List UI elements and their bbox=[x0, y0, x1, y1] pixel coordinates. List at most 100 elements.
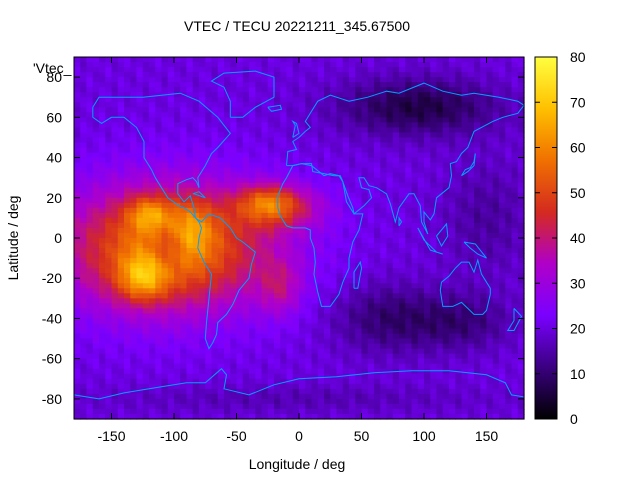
heatmap-cell bbox=[517, 368, 525, 375]
heatmap-cell bbox=[180, 117, 188, 123]
heatmap-cell bbox=[424, 177, 431, 184]
heatmap-cell bbox=[417, 328, 425, 335]
heatmap-cell bbox=[149, 107, 156, 113]
heatmap-cell bbox=[299, 57, 306, 63]
heatmap-cell bbox=[367, 57, 375, 63]
heatmap-cell bbox=[242, 127, 250, 134]
heatmap-cell bbox=[149, 82, 156, 88]
heatmap-cell bbox=[280, 127, 288, 134]
heatmap-cell bbox=[367, 207, 375, 214]
heatmap-cell bbox=[267, 238, 275, 244]
heatmap-cell bbox=[305, 318, 313, 325]
heatmap-cell bbox=[430, 72, 438, 78]
heatmap-cell bbox=[105, 167, 113, 174]
heatmap-cell bbox=[517, 333, 525, 340]
heatmap-cell bbox=[280, 348, 288, 355]
heatmap-cell bbox=[461, 152, 469, 159]
heatmap-cell bbox=[211, 363, 219, 370]
heatmap-cell bbox=[74, 348, 81, 355]
heatmap-cell bbox=[167, 172, 175, 179]
heatmap-cell bbox=[305, 232, 313, 239]
heatmap-cell bbox=[274, 253, 281, 259]
heatmap-cell bbox=[492, 238, 500, 244]
heatmap-cell bbox=[174, 383, 181, 390]
heatmap-cell bbox=[292, 137, 300, 144]
heatmap-cell bbox=[286, 278, 294, 284]
heatmap-cell bbox=[211, 333, 219, 340]
heatmap-cell bbox=[499, 328, 506, 335]
heatmap-cell bbox=[249, 202, 256, 209]
heatmap-cell bbox=[330, 217, 338, 224]
heatmap-cell bbox=[149, 293, 156, 299]
heatmap-cell bbox=[167, 82, 175, 88]
heatmap-cell bbox=[274, 323, 281, 330]
heatmap-cell bbox=[511, 77, 519, 83]
heatmap-cell bbox=[424, 77, 431, 83]
heatmap-cell bbox=[392, 222, 400, 229]
heatmap-cell bbox=[205, 222, 213, 229]
heatmap-cell bbox=[424, 162, 431, 169]
heatmap-cell bbox=[399, 303, 406, 309]
heatmap-cell bbox=[430, 177, 438, 184]
heatmap-cell bbox=[324, 152, 331, 159]
heatmap-cell bbox=[349, 172, 356, 179]
heatmap-cell bbox=[155, 298, 163, 304]
heatmap-cell bbox=[111, 403, 119, 410]
heatmap-cell bbox=[161, 57, 169, 63]
heatmap-cell bbox=[386, 338, 394, 345]
heatmap-cell bbox=[292, 238, 300, 244]
heatmap-cell bbox=[161, 207, 169, 214]
heatmap-cell bbox=[236, 117, 244, 123]
heatmap-cell bbox=[211, 338, 219, 345]
heatmap-cell bbox=[499, 102, 506, 108]
heatmap-cell bbox=[324, 82, 331, 88]
heatmap-cell bbox=[105, 197, 113, 204]
heatmap-cell bbox=[486, 253, 494, 259]
heatmap-cell bbox=[511, 378, 519, 385]
heatmap-cell bbox=[255, 232, 263, 239]
heatmap-cell bbox=[517, 278, 525, 284]
heatmap-cell bbox=[299, 127, 306, 134]
heatmap-cell bbox=[499, 343, 506, 350]
heatmap-cell bbox=[436, 77, 444, 83]
heatmap-cell bbox=[267, 333, 275, 340]
heatmap-cell bbox=[224, 172, 231, 179]
heatmap-cell bbox=[292, 57, 300, 63]
heatmap-cell bbox=[224, 393, 231, 400]
heatmap-cell bbox=[342, 67, 350, 73]
heatmap-cell bbox=[249, 207, 256, 214]
heatmap-cell bbox=[230, 358, 238, 365]
heatmap-cell bbox=[317, 112, 325, 118]
heatmap-cell bbox=[480, 268, 488, 274]
heatmap-cell bbox=[392, 363, 400, 370]
heatmap-cell bbox=[492, 323, 500, 330]
heatmap-cell bbox=[167, 232, 175, 239]
heatmap-cell bbox=[236, 388, 244, 395]
heatmap-cell bbox=[92, 358, 100, 365]
heatmap-cell bbox=[417, 313, 425, 320]
heatmap-cell bbox=[442, 117, 450, 123]
heatmap-cell bbox=[280, 157, 288, 164]
heatmap-cell bbox=[80, 243, 88, 249]
heatmap-cell bbox=[92, 263, 100, 269]
heatmap-cell bbox=[317, 288, 325, 294]
heatmap-cell bbox=[449, 87, 456, 93]
heatmap-cell bbox=[486, 57, 494, 63]
heatmap-cell bbox=[361, 378, 369, 385]
heatmap-cell bbox=[242, 142, 250, 149]
heatmap-cell bbox=[492, 273, 500, 279]
heatmap-cell bbox=[449, 227, 456, 234]
heatmap-cell bbox=[374, 383, 381, 390]
heatmap-cell bbox=[99, 97, 106, 103]
heatmap-cell bbox=[449, 92, 456, 98]
heatmap-cell bbox=[511, 283, 519, 289]
heatmap-cell bbox=[330, 243, 338, 249]
heatmap-cell bbox=[311, 77, 319, 83]
heatmap-cell bbox=[292, 207, 300, 214]
heatmap-cell bbox=[436, 157, 444, 164]
heatmap-cell bbox=[380, 117, 388, 123]
heatmap-cell bbox=[217, 62, 225, 68]
heatmap-cell bbox=[405, 202, 413, 209]
heatmap-cell bbox=[224, 363, 231, 370]
heatmap-cell bbox=[211, 268, 219, 274]
